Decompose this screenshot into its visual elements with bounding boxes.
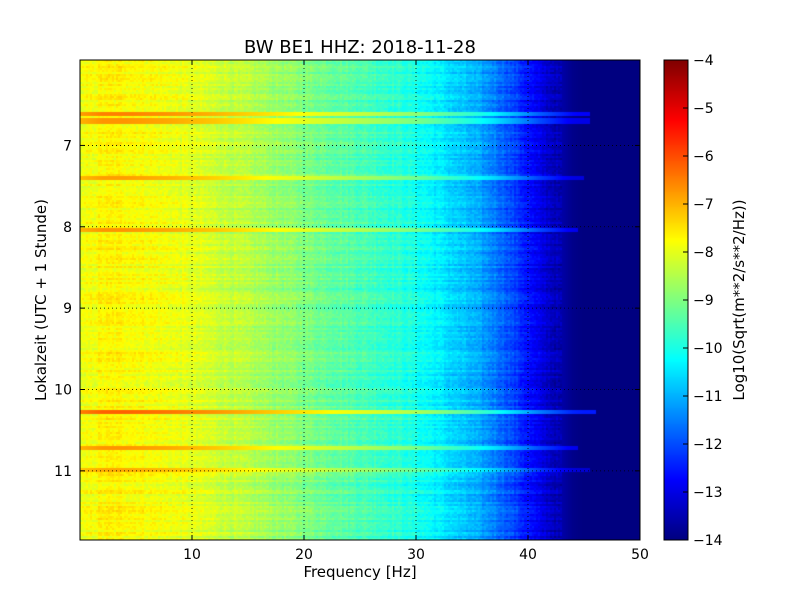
x-tick-label: 30 xyxy=(407,547,425,563)
y-tick-label: 8 xyxy=(63,220,72,236)
colorbar: −4 −5 −6 −7 −8 −9 −10 −11 −12 −13 −14 Log10(Sqrt(m… xyxy=(663,53,748,549)
x-tick-label: 20 xyxy=(295,547,313,563)
plot-area: 10 20 30 40 50 7 8 9 10 11 Frequency [Hz] Lokalz… xyxy=(32,59,649,581)
colorbar-tick-label: −12 xyxy=(693,437,723,453)
grid-lines xyxy=(80,60,640,540)
x-tick-label: 40 xyxy=(519,547,537,563)
plot-frame xyxy=(79,59,641,541)
x-tick-label: 50 xyxy=(631,547,649,563)
colorbar-tick-label: −11 xyxy=(693,389,723,405)
colorbar-tick-label: −5 xyxy=(693,101,714,117)
y-tick-label: 10 xyxy=(54,382,72,398)
colorbar-tick-label: −9 xyxy=(693,293,714,309)
colorbar-tick-label: −10 xyxy=(693,341,723,357)
x-axis: 10 20 30 40 50 xyxy=(183,60,649,563)
colorbar-tick-label: −14 xyxy=(693,533,723,549)
spectrogram-heatmap-container xyxy=(80,60,640,540)
y-axis: 7 8 9 10 11 xyxy=(54,138,640,480)
y-tick-label: 7 xyxy=(63,138,72,154)
x-tick-label: 10 xyxy=(183,547,201,563)
colorbar-tick-label: −4 xyxy=(693,53,714,69)
colorbar-tick-label: −8 xyxy=(693,245,714,261)
y-tick-label: 9 xyxy=(63,301,72,317)
y-tick-label: 11 xyxy=(54,464,72,480)
colorbar-tick-label: −6 xyxy=(693,149,714,165)
chart-title: BW BE1 HHZ: 2018-11-28 xyxy=(244,37,476,58)
colorbar-tick-label: −13 xyxy=(693,485,723,501)
colorbar-ticks: −4 −5 −6 −7 −8 −9 −10 −11 −12 −13 −14 xyxy=(683,53,723,549)
colorbar-label: Log10(Sqrt(m**2/s**2/Hz)) xyxy=(730,199,748,400)
colorbar-tick-label: −7 xyxy=(693,197,714,213)
spectrogram-heatmap xyxy=(80,60,640,540)
x-axis-label: Frequency [Hz] xyxy=(303,563,416,581)
y-axis-label: Lokalzeit (UTC + 1 Stunde) xyxy=(32,199,50,401)
